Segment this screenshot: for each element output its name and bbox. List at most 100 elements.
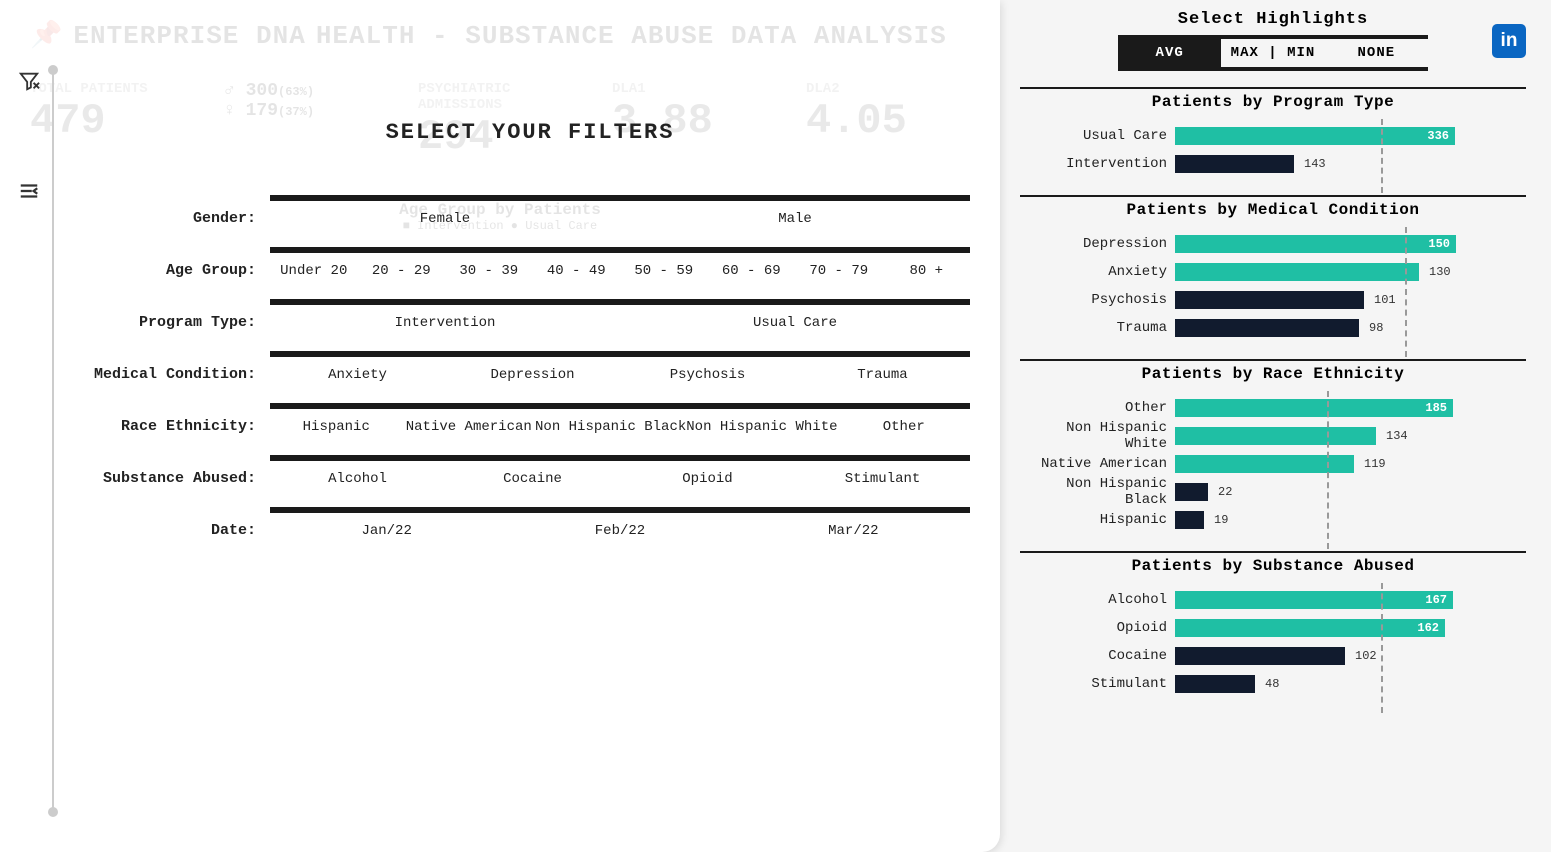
hbar-fill[interactable]: 150	[1175, 235, 1456, 253]
highlight-tab[interactable]: MAX | MIN	[1221, 39, 1324, 67]
hbar-fill[interactable]	[1175, 483, 1208, 501]
filter-row: Program Type:InterventionUsual Care	[90, 299, 970, 345]
hbar-chart: Alcohol167Opioid162Cocaine102Stimulant48	[1020, 589, 1526, 707]
filter-option[interactable]: Usual Care	[620, 315, 970, 331]
hbar-row: Usual Care336	[1020, 125, 1526, 147]
hbar-fill[interactable]	[1175, 155, 1294, 173]
linkedin-icon[interactable]: in	[1492, 24, 1526, 58]
hbar-label: Anxiety	[1020, 264, 1175, 280]
highlight-tabs: AVGMAX | MINNONE	[1118, 35, 1428, 71]
hbar-label: Psychosis	[1020, 292, 1175, 308]
highlight-tab[interactable]: NONE	[1325, 39, 1428, 67]
filter-options: Jan/22Feb/22Mar/22	[270, 507, 970, 553]
filter-option[interactable]: Alcohol	[270, 471, 445, 487]
filter-label: Race Ethnicity:	[90, 418, 270, 435]
filter-divider-bar	[270, 455, 970, 461]
hbar-track: 19	[1175, 511, 1526, 529]
filter-option[interactable]: 50 - 59	[620, 263, 708, 279]
hbar-fill[interactable]	[1175, 263, 1419, 281]
kpi-female-count: 179	[246, 101, 278, 121]
filter-label: Age Group:	[90, 262, 270, 279]
filter-option[interactable]: 30 - 39	[445, 263, 533, 279]
highlight-tab[interactable]: AVG	[1118, 39, 1221, 67]
hbar-track: 22	[1175, 483, 1526, 501]
filter-row: Race Ethnicity:HispanicNative AmericanNo…	[90, 403, 970, 449]
hbar-value: 22	[1218, 485, 1232, 499]
filter-options: AnxietyDepressionPsychosisTrauma	[270, 351, 970, 397]
filter-option[interactable]: 20 - 29	[358, 263, 446, 279]
kpi-dla1-label: DLA1	[612, 81, 776, 97]
kpi-female-pct: (37%)	[278, 105, 314, 119]
highlights-title: Select Highlights	[1020, 10, 1526, 29]
hbar-label: Non Hispanic Black	[1020, 476, 1175, 508]
hbar-label: Trauma	[1020, 320, 1175, 336]
hbar-value: 102	[1355, 649, 1377, 663]
filter-option[interactable]: Cocaine	[445, 471, 620, 487]
filter-options: AlcoholCocaineOpioidStimulant	[270, 455, 970, 501]
filter-option[interactable]: Male	[620, 211, 970, 227]
collapse-icon[interactable]	[18, 180, 40, 210]
filter-row: Medical Condition:AnxietyDepressionPsych…	[90, 351, 970, 397]
hbar-row: Other185	[1020, 397, 1526, 419]
chart-title: Patients by Substance Abused	[1020, 551, 1526, 579]
hbar-fill[interactable]	[1175, 647, 1345, 665]
filter-option[interactable]: 60 - 69	[708, 263, 796, 279]
filter-options: FemaleMale	[270, 195, 970, 241]
hbar-track: 119	[1175, 455, 1526, 473]
brand-label: ENTERPRISE DNA	[73, 21, 305, 51]
hbar-fill[interactable]: 336	[1175, 127, 1455, 145]
hbar-fill[interactable]	[1175, 511, 1204, 529]
hbar-value: 134	[1386, 429, 1408, 443]
kpi-psych-label: PSYCHIATRIC ADMISSIONS	[418, 81, 582, 113]
filter-divider-bar	[270, 195, 970, 201]
avg-reference-line	[1381, 119, 1383, 193]
hbar-track: 167	[1175, 591, 1526, 609]
hbar-row: Depression150	[1020, 233, 1526, 255]
filter-option[interactable]: Female	[270, 211, 620, 227]
hbar-track: 162	[1175, 619, 1526, 637]
filter-option[interactable]: Jan/22	[270, 523, 503, 539]
kpi-dla2-label: DLA2	[806, 81, 970, 97]
filter-option[interactable]: Native American	[403, 419, 536, 435]
hbar-fill[interactable]: 162	[1175, 619, 1445, 637]
avg-reference-line	[1381, 583, 1383, 713]
hbar-label: Non Hispanic White	[1020, 420, 1175, 452]
hbar-fill[interactable]: 167	[1175, 591, 1453, 609]
filter-option[interactable]: Anxiety	[270, 367, 445, 383]
hbar-label: Alcohol	[1020, 592, 1175, 608]
filter-option[interactable]: Depression	[445, 367, 620, 383]
filter-option[interactable]: Non Hispanic White	[686, 419, 837, 435]
filter-option[interactable]: 80 +	[883, 263, 971, 279]
filter-option[interactable]: Stimulant	[795, 471, 970, 487]
hbar-fill[interactable]	[1175, 675, 1255, 693]
chart-title: Patients by Medical Condition	[1020, 195, 1526, 223]
hbar-track: 185	[1175, 399, 1526, 417]
hbar-fill[interactable]	[1175, 427, 1376, 445]
hbar-row: Stimulant48	[1020, 673, 1526, 695]
filter-option[interactable]: Mar/22	[737, 523, 970, 539]
filter-option[interactable]: Feb/22	[503, 523, 736, 539]
hbar-label: Intervention	[1020, 156, 1175, 172]
filter-option[interactable]: Intervention	[270, 315, 620, 331]
hbar-label: Opioid	[1020, 620, 1175, 636]
filter-option[interactable]: Other	[838, 419, 971, 435]
hbar-row: Intervention143	[1020, 153, 1526, 175]
hbar-fill[interactable]	[1175, 291, 1364, 309]
filter-option[interactable]: Hispanic	[270, 419, 403, 435]
filter-label: Date:	[90, 522, 270, 539]
hbar-fill[interactable]: 185	[1175, 399, 1453, 417]
filter-option[interactable]: 70 - 79	[795, 263, 883, 279]
filter-clear-icon[interactable]	[18, 70, 40, 100]
hbar-track: 130	[1175, 263, 1526, 281]
chart-title: Patients by Program Type	[1020, 87, 1526, 115]
filter-option[interactable]: Non Hispanic Black	[535, 419, 686, 435]
filter-option[interactable]: Psychosis	[620, 367, 795, 383]
filter-option[interactable]: Under 20	[270, 263, 358, 279]
kpi-total-label: TOTAL PATIENTS	[30, 81, 194, 97]
filter-option[interactable]: 40 - 49	[533, 263, 621, 279]
chart-section: Patients by Substance Abused Alcohol167Op…	[1020, 551, 1526, 707]
filter-label: Substance Abused:	[90, 470, 270, 487]
filter-option[interactable]: Trauma	[795, 367, 970, 383]
hbar-fill[interactable]	[1175, 319, 1359, 337]
filter-option[interactable]: Opioid	[620, 471, 795, 487]
